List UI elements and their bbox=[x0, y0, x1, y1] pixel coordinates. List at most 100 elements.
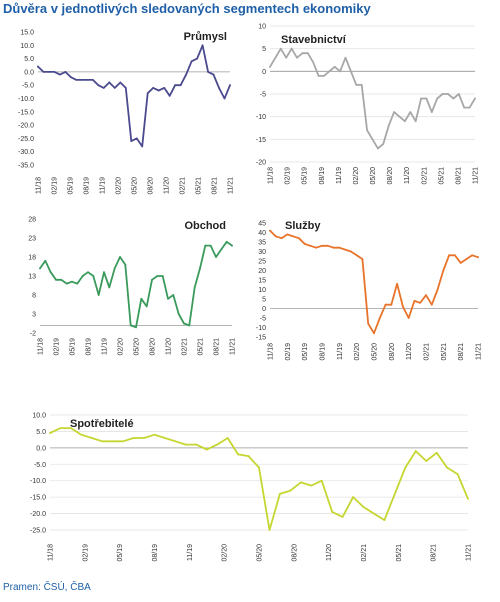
data-point bbox=[209, 244, 212, 247]
data-point bbox=[435, 451, 438, 454]
data-point bbox=[442, 269, 445, 272]
data-point bbox=[59, 427, 62, 430]
data-point bbox=[279, 47, 282, 50]
data-point bbox=[247, 455, 250, 457]
y-tick-label: 5 bbox=[262, 297, 266, 304]
data-point bbox=[80, 78, 83, 81]
x-tick-label: 08/21 bbox=[214, 338, 221, 356]
data-point bbox=[161, 275, 164, 277]
data-point bbox=[49, 271, 52, 274]
data-point bbox=[163, 86, 166, 89]
x-tick-label: 05/20 bbox=[257, 544, 264, 562]
x-tick-label: 05/19 bbox=[117, 544, 124, 562]
x-tick-label: 02/19 bbox=[285, 343, 292, 361]
data-point bbox=[146, 92, 149, 95]
data-point bbox=[152, 86, 155, 89]
x-tick-label: 08/19 bbox=[152, 544, 159, 562]
y-tick-label: -10.0 bbox=[18, 96, 34, 103]
data-point bbox=[328, 70, 331, 73]
chart-title: Služby bbox=[285, 220, 321, 232]
data-point bbox=[153, 433, 156, 436]
chart-spotrebitele: -25.0 -20.0 -15.0 -10.0 -5.0 0.0 5.0 10.0 11/18 0… bbox=[30, 413, 473, 562]
data-point bbox=[453, 254, 456, 257]
x-tick-label: 02/19 bbox=[52, 177, 59, 195]
data-point bbox=[76, 282, 79, 285]
data-point bbox=[467, 497, 469, 500]
data-point bbox=[269, 65, 271, 68]
y-tick-label: 0 bbox=[262, 69, 266, 76]
data-point bbox=[350, 70, 352, 73]
x-tick-label: 05/21 bbox=[198, 338, 205, 356]
data-point bbox=[71, 280, 73, 283]
data-point bbox=[151, 278, 153, 281]
y-tick-label: 23 bbox=[28, 236, 36, 243]
x-tick-label: 08/20 bbox=[150, 338, 157, 356]
data-point bbox=[59, 73, 61, 76]
data-point bbox=[179, 84, 182, 87]
x-tick-label: 11/19 bbox=[102, 338, 109, 355]
data-point bbox=[113, 267, 116, 270]
data-point bbox=[425, 460, 428, 462]
data-point bbox=[111, 440, 114, 443]
x-tick-label: 08/19 bbox=[84, 177, 91, 195]
data-point bbox=[81, 275, 84, 277]
data-point bbox=[409, 111, 412, 114]
data-point bbox=[215, 256, 217, 258]
data-point bbox=[102, 86, 105, 89]
data-point bbox=[185, 73, 188, 76]
data-point bbox=[430, 303, 433, 306]
x-tick-label: 02/21 bbox=[180, 177, 187, 195]
x-tick-label: 08/21 bbox=[458, 343, 465, 361]
data-point bbox=[306, 52, 309, 55]
data-point bbox=[413, 300, 416, 302]
y-tick-label: 18 bbox=[28, 255, 36, 262]
data-point bbox=[135, 137, 138, 140]
x-tick-label: 11/19 bbox=[187, 544, 194, 561]
chart-title: Spotřebitelé bbox=[70, 418, 134, 430]
x-tick-label: 08/21 bbox=[212, 177, 219, 195]
data-point bbox=[331, 511, 334, 513]
data-point bbox=[384, 303, 387, 306]
data-point bbox=[226, 437, 229, 439]
data-point bbox=[441, 93, 444, 95]
x-tick-label: 11/18 bbox=[36, 177, 43, 194]
data-point bbox=[341, 515, 344, 518]
data-point bbox=[355, 84, 358, 86]
data-point bbox=[414, 450, 417, 453]
x-tick-label: 11/20 bbox=[164, 177, 171, 194]
x-tick-label: 08/20 bbox=[389, 343, 396, 361]
data-point bbox=[349, 250, 352, 253]
page-title: Důvěra v jednotlivých sledovaných segmen… bbox=[3, 1, 371, 16]
data-point bbox=[474, 97, 476, 100]
data-point bbox=[404, 466, 407, 469]
data-point bbox=[199, 267, 201, 270]
series-line bbox=[269, 229, 479, 335]
data-point bbox=[91, 78, 94, 81]
x-tick-label: 11/21 bbox=[473, 167, 480, 184]
data-point bbox=[64, 71, 67, 73]
y-tick-label: 8 bbox=[32, 293, 36, 300]
data-point bbox=[292, 235, 295, 238]
data-point bbox=[108, 286, 111, 289]
data-point bbox=[459, 262, 462, 264]
data-point bbox=[229, 84, 231, 87]
data-point bbox=[196, 57, 198, 60]
data-point bbox=[201, 44, 204, 47]
data-point bbox=[55, 278, 57, 281]
y-tick-label: 13 bbox=[28, 274, 36, 281]
data-point bbox=[326, 244, 329, 247]
x-tick-label: 11/21 bbox=[466, 544, 473, 561]
y-tick-label: 15.0 bbox=[20, 30, 34, 37]
x-tick-label: 02/20 bbox=[353, 167, 360, 185]
data-point bbox=[268, 529, 271, 531]
data-point bbox=[135, 326, 137, 329]
data-point bbox=[425, 294, 427, 297]
x-tick-label: 11/18 bbox=[268, 167, 275, 184]
data-point bbox=[320, 479, 323, 482]
y-tick-label: 30 bbox=[258, 249, 266, 256]
x-tick-label: 11/21 bbox=[476, 343, 483, 360]
x-tick-label: 02/21 bbox=[182, 338, 189, 356]
data-point bbox=[448, 254, 451, 257]
x-tick-label: 02/19 bbox=[285, 167, 292, 185]
data-point bbox=[75, 78, 78, 81]
